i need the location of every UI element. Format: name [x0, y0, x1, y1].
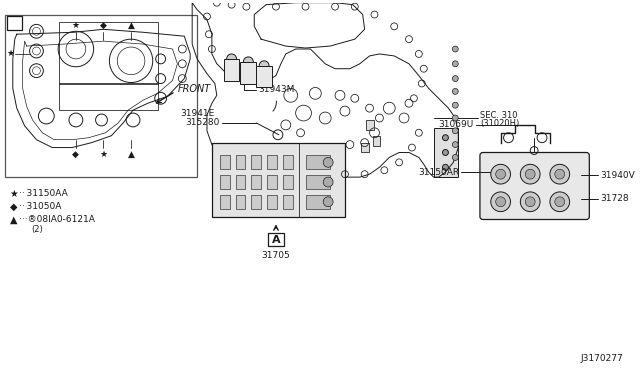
- Bar: [59, 22, 157, 83]
- Circle shape: [452, 89, 458, 94]
- Text: ▲: ▲: [10, 215, 17, 225]
- Text: 315280: 315280: [186, 118, 220, 128]
- Bar: [267, 175, 277, 189]
- Circle shape: [555, 197, 564, 207]
- Circle shape: [452, 142, 458, 148]
- Text: ★: ★: [10, 189, 19, 199]
- Text: ◆: ◆: [10, 202, 17, 212]
- Circle shape: [550, 164, 570, 184]
- Circle shape: [260, 80, 268, 87]
- Bar: [241, 62, 256, 83]
- Bar: [220, 155, 230, 169]
- Text: A: A: [271, 235, 280, 245]
- Bar: [267, 155, 277, 169]
- Bar: [224, 59, 239, 81]
- Text: ···®08IA0-6121A: ···®08IA0-6121A: [19, 215, 95, 224]
- Text: J3170277: J3170277: [580, 355, 623, 363]
- Circle shape: [452, 154, 458, 160]
- Circle shape: [442, 135, 449, 141]
- Bar: [267, 195, 277, 209]
- Circle shape: [323, 157, 333, 167]
- Circle shape: [525, 197, 535, 207]
- Bar: [283, 155, 292, 169]
- Circle shape: [442, 164, 449, 170]
- Text: ▲: ▲: [127, 21, 134, 30]
- Text: 31728: 31728: [600, 194, 628, 203]
- Text: 31150AR: 31150AR: [418, 168, 460, 177]
- Bar: [220, 195, 230, 209]
- Text: 31069U: 31069U: [439, 121, 474, 129]
- Text: (2): (2): [31, 225, 44, 234]
- Circle shape: [227, 54, 237, 64]
- Text: ▲: ▲: [127, 150, 134, 158]
- Bar: [305, 155, 330, 169]
- Circle shape: [525, 169, 535, 179]
- Bar: [252, 175, 261, 189]
- Bar: [212, 142, 345, 217]
- Text: 31940V: 31940V: [600, 171, 635, 180]
- Circle shape: [243, 57, 253, 67]
- Circle shape: [452, 76, 458, 81]
- Bar: [252, 155, 261, 169]
- Bar: [59, 83, 157, 110]
- Circle shape: [452, 46, 458, 52]
- Circle shape: [496, 197, 506, 207]
- FancyBboxPatch shape: [480, 153, 589, 219]
- Text: 31705: 31705: [262, 251, 291, 260]
- Circle shape: [550, 192, 570, 212]
- Bar: [5, 15, 197, 177]
- Text: ·· 31050A: ·· 31050A: [19, 202, 61, 211]
- Bar: [252, 195, 261, 209]
- FancyBboxPatch shape: [268, 233, 284, 246]
- Bar: [361, 142, 369, 153]
- Text: ★: ★: [99, 150, 108, 158]
- Text: SEC. 310: SEC. 310: [480, 110, 517, 119]
- Bar: [283, 195, 292, 209]
- Bar: [236, 175, 245, 189]
- Bar: [236, 195, 245, 209]
- Text: FRONT: FRONT: [177, 84, 211, 94]
- Text: ·· 31150AA: ·· 31150AA: [19, 189, 67, 198]
- Bar: [256, 66, 272, 87]
- Circle shape: [228, 73, 236, 81]
- Circle shape: [452, 115, 458, 121]
- Bar: [372, 136, 380, 145]
- Text: ◆: ◆: [72, 150, 79, 158]
- Text: A: A: [10, 18, 18, 28]
- Circle shape: [323, 177, 333, 187]
- Circle shape: [496, 169, 506, 179]
- Circle shape: [491, 192, 511, 212]
- Circle shape: [452, 102, 458, 108]
- FancyBboxPatch shape: [7, 16, 22, 30]
- Text: (31020H): (31020H): [480, 119, 519, 128]
- Bar: [236, 155, 245, 169]
- Circle shape: [520, 164, 540, 184]
- Text: ★: ★: [7, 49, 15, 58]
- Circle shape: [442, 150, 449, 155]
- Text: 31943M: 31943M: [258, 85, 294, 94]
- Bar: [220, 175, 230, 189]
- Circle shape: [452, 61, 458, 67]
- Circle shape: [259, 61, 269, 71]
- Bar: [283, 175, 292, 189]
- Circle shape: [244, 76, 252, 83]
- Circle shape: [555, 169, 564, 179]
- Text: ★: ★: [72, 21, 80, 30]
- Circle shape: [323, 197, 333, 207]
- Bar: [305, 175, 330, 189]
- Circle shape: [491, 164, 511, 184]
- Bar: [305, 195, 330, 209]
- Text: 31941E: 31941E: [180, 109, 214, 118]
- Text: ◆: ◆: [100, 21, 107, 30]
- Bar: [434, 128, 458, 177]
- Bar: [365, 120, 374, 130]
- Circle shape: [452, 128, 458, 134]
- Circle shape: [520, 192, 540, 212]
